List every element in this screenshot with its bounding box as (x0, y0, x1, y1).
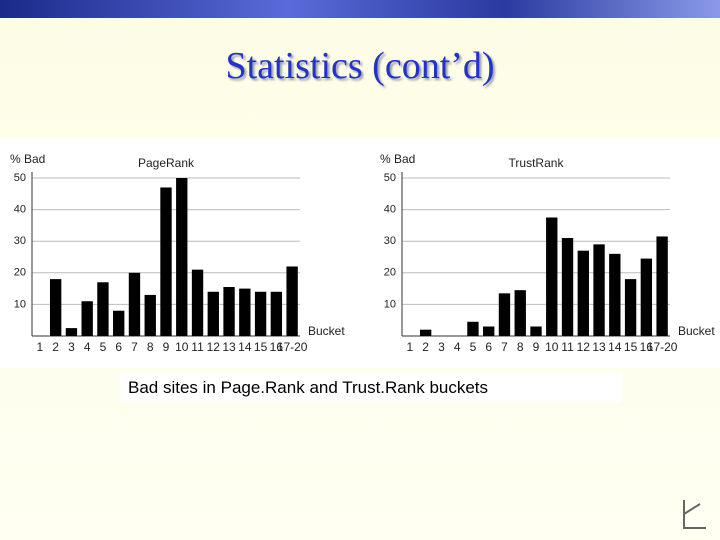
bar (223, 287, 235, 336)
y-axis-label: % Bad (10, 152, 45, 166)
x-tick-label: 1 (37, 340, 44, 354)
x-tick-label: 13 (592, 340, 606, 354)
bar (483, 326, 495, 336)
x-tick-label: 16 (640, 340, 654, 354)
bar (207, 291, 219, 336)
bar (65, 328, 78, 336)
x-tick-label: 13 (222, 340, 236, 354)
bar (530, 326, 542, 336)
bar (419, 329, 432, 336)
bar (498, 293, 511, 336)
logo (683, 500, 706, 529)
bar (577, 250, 589, 336)
x-tick-label: 7 (501, 340, 508, 354)
x-tick-label: 4 (454, 340, 461, 354)
y-tick-label: 20 (14, 267, 26, 279)
bar (239, 288, 251, 336)
bar (286, 266, 298, 336)
x-tick-label: 3 (68, 340, 75, 354)
x-tick-label: 17-20 (277, 340, 308, 354)
y-axis-label: % Bad (380, 152, 415, 166)
x-tick-label: 11 (191, 340, 204, 354)
bar (624, 279, 637, 336)
x-tick-label: 5 (470, 340, 477, 354)
y-tick-label: 10 (14, 298, 26, 310)
bar (176, 178, 188, 336)
y-tick-label: 30 (384, 235, 396, 247)
y-tick-label: 30 (14, 235, 26, 247)
caption: Bad sites in Page.Rank and Trust.Rank bu… (120, 373, 622, 402)
bar (49, 279, 62, 336)
bar (191, 269, 204, 336)
bar (561, 238, 574, 336)
x-axis-label: Bucket (678, 324, 715, 338)
bar (113, 310, 125, 336)
bar (640, 258, 653, 336)
x-tick-label: 1 (407, 340, 414, 354)
slide-title: Statistics (cont’d) (225, 45, 495, 87)
x-tick-label: 8 (517, 340, 524, 354)
x-tick-label: 15 (254, 340, 268, 354)
x-axis-label: Bucket (308, 324, 345, 338)
x-tick-label: 11 (561, 340, 574, 354)
x-tick-label: 2 (52, 340, 59, 354)
bar (270, 291, 283, 336)
x-tick-label: 15 (624, 340, 638, 354)
x-tick-label: 6 (115, 340, 122, 354)
x-tick-label: 7 (131, 340, 138, 354)
bar (160, 187, 172, 336)
bar (97, 282, 109, 336)
x-tick-label: 12 (577, 340, 591, 354)
x-tick-label: 8 (147, 340, 154, 354)
x-tick-label: 2 (422, 340, 429, 354)
bar (593, 244, 605, 336)
header-band (0, 0, 720, 18)
x-tick-label: 9 (163, 340, 170, 354)
y-tick-label: 50 (384, 172, 396, 184)
bar (128, 272, 141, 336)
x-tick-label: 3 (438, 340, 445, 354)
x-tick-label: 17-20 (647, 340, 678, 354)
y-tick-label: 40 (384, 204, 396, 216)
chart-title: PageRank (138, 156, 195, 170)
bar (81, 301, 93, 336)
bar (467, 321, 479, 336)
bar (546, 217, 558, 336)
bar (144, 294, 156, 336)
y-tick-label: 20 (384, 267, 396, 279)
chart-title: TrustRank (509, 156, 565, 170)
x-tick-label: 10 (175, 340, 189, 354)
bar (254, 291, 267, 336)
x-tick-label: 9 (533, 340, 540, 354)
bar (609, 253, 621, 336)
y-tick-label: 10 (384, 298, 396, 310)
x-tick-label: 4 (84, 340, 91, 354)
x-tick-label: 16 (270, 340, 284, 354)
x-tick-label: 14 (608, 340, 622, 354)
x-tick-label: 10 (545, 340, 559, 354)
bar (514, 290, 526, 336)
x-tick-label: 12 (207, 340, 221, 354)
x-tick-label: 5 (100, 340, 107, 354)
y-tick-label: 40 (14, 204, 26, 216)
bar (656, 236, 668, 336)
y-tick-label: 50 (14, 172, 26, 184)
x-tick-label: 6 (485, 340, 492, 354)
x-tick-label: 14 (238, 340, 252, 354)
